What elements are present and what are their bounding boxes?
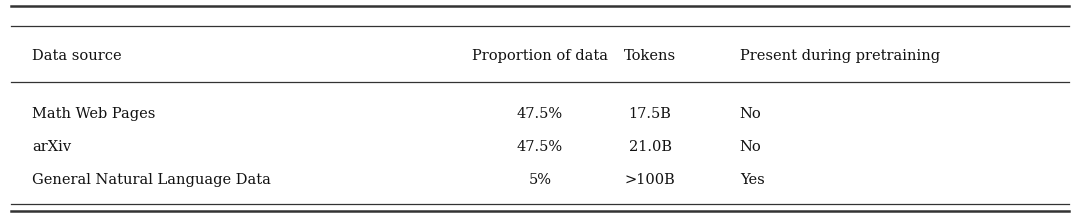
Text: 47.5%: 47.5%: [517, 107, 563, 121]
Text: Yes: Yes: [740, 173, 765, 187]
Text: 17.5B: 17.5B: [629, 107, 672, 121]
Text: No: No: [740, 107, 761, 121]
Text: Present during pretraining: Present during pretraining: [740, 49, 940, 63]
Text: General Natural Language Data: General Natural Language Data: [32, 173, 271, 187]
Text: 47.5%: 47.5%: [517, 140, 563, 154]
Text: Math Web Pages: Math Web Pages: [32, 107, 156, 121]
Text: Tokens: Tokens: [624, 49, 676, 63]
Text: Proportion of data: Proportion of data: [472, 49, 608, 63]
Text: >100B: >100B: [625, 173, 675, 187]
Text: arXiv: arXiv: [32, 140, 71, 154]
Text: Data source: Data source: [32, 49, 122, 63]
Text: 5%: 5%: [528, 173, 552, 187]
Text: No: No: [740, 140, 761, 154]
Text: 21.0B: 21.0B: [629, 140, 672, 154]
